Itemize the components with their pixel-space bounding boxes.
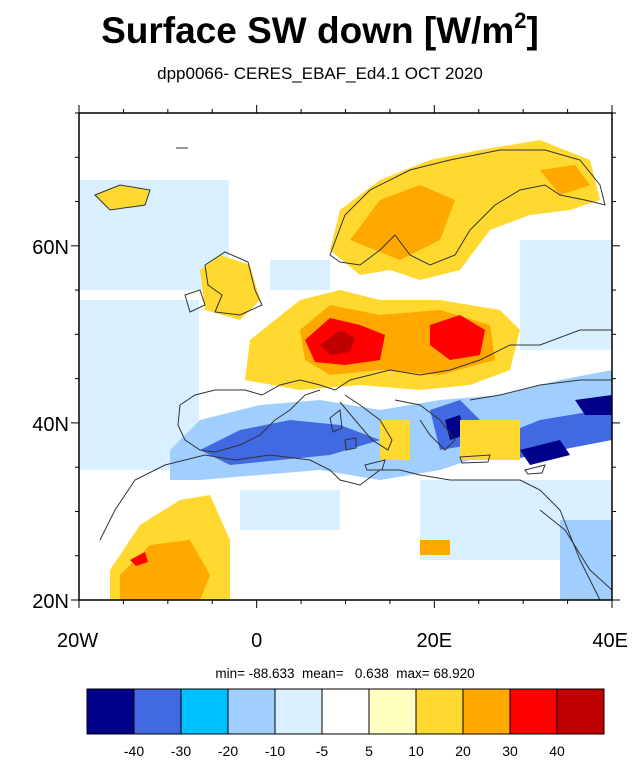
colorbar-swatch	[86, 688, 135, 735]
colorbar-swatch	[274, 688, 323, 735]
colorbar-label: 10	[408, 743, 424, 759]
colorbar-label: 20	[455, 743, 471, 759]
coastlines	[94, 147, 612, 600]
colorbar-swatch	[180, 688, 229, 735]
colorbar-label: -10	[265, 743, 285, 759]
colorbar-label: -20	[218, 743, 238, 759]
x-tick-label: 20W	[57, 630, 98, 652]
colorbar-label: -30	[171, 743, 191, 759]
colorbar-swatch	[368, 688, 417, 735]
colorbar	[86, 688, 605, 735]
x-tick-label: 20E	[417, 630, 453, 652]
colorbar-swatch	[133, 688, 182, 735]
y-tick-label: 20N	[32, 591, 69, 613]
colorbar-swatch	[462, 688, 511, 735]
colorbar-label: 5	[365, 743, 373, 759]
x-tick-label: 40E	[592, 630, 628, 652]
title-text: Surface SW down [W/m	[101, 10, 515, 51]
field-statistics: min= -88.633 mean= 0.638 max= 68.920	[215, 666, 475, 681]
colorbar-swatch	[227, 688, 276, 735]
y-tick-label: 40N	[32, 414, 69, 436]
title-bracket: ]	[526, 10, 539, 51]
plot-subtitle: dpp0066- CERES_EBAF_Ed4.1 OCT 2020	[157, 64, 483, 83]
title-superscript: 2	[514, 8, 527, 33]
sw-anomaly-field	[79, 113, 612, 600]
colorbar-swatch	[321, 688, 370, 735]
x-tick-label: 0	[251, 630, 262, 652]
colorbar-label: 40	[549, 743, 565, 759]
colorbar-label: -5	[316, 743, 329, 759]
colorbar-swatch	[509, 688, 558, 735]
colorbar-label: 30	[502, 743, 518, 759]
plot-title: Surface SW down [W/m2]	[0, 8, 640, 52]
colorbar-label: -40	[124, 743, 144, 759]
colorbar-swatch	[556, 688, 605, 735]
y-tick-label: 60N	[32, 237, 69, 259]
colorbar-swatch	[415, 688, 464, 735]
